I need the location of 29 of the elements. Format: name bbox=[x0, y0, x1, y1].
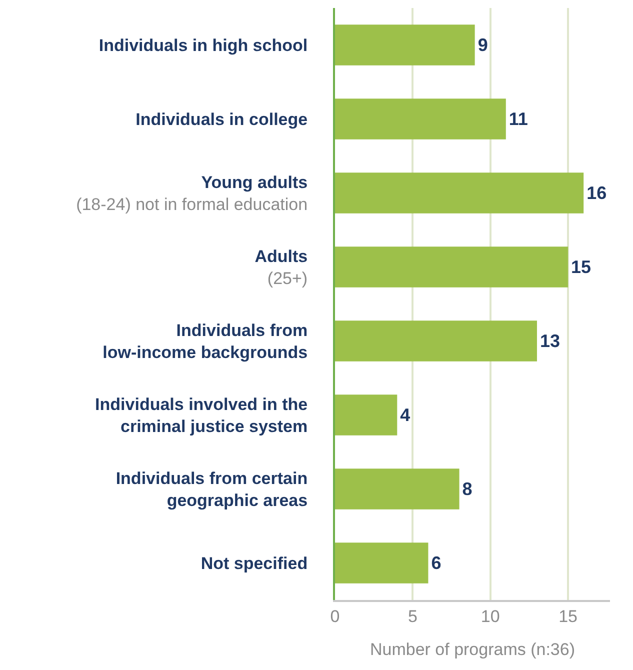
y-tick-label: Young adults (18-24) not in formal education bbox=[76, 172, 308, 214]
data-label: 16 bbox=[586, 183, 607, 203]
data-label: 11 bbox=[508, 109, 528, 129]
data-label: 13 bbox=[540, 331, 560, 351]
bar bbox=[335, 542, 428, 584]
bar bbox=[335, 246, 568, 288]
bar bbox=[335, 172, 584, 214]
y-tick-label: Individuals from certain geographic areas bbox=[116, 468, 308, 510]
y-tick-label: Individuals in high school bbox=[98, 36, 308, 55]
y-tick-label: Individuals from low-income backgrounds bbox=[102, 320, 308, 362]
bar bbox=[335, 98, 506, 140]
bar bbox=[335, 320, 537, 362]
data-label: 9 bbox=[478, 35, 488, 55]
bar bbox=[335, 394, 398, 436]
y-tick-label: Not specified bbox=[200, 554, 308, 573]
data-label: 8 bbox=[462, 479, 472, 499]
data-label: 6 bbox=[431, 553, 442, 573]
x-axis-title: Number of programs (n:36) bbox=[370, 640, 576, 660]
x-tick-label: 10 bbox=[480, 607, 500, 626]
data-label: 15 bbox=[571, 257, 592, 277]
x-tick-label: 15 bbox=[558, 607, 578, 626]
bar bbox=[335, 468, 460, 510]
y-tick-label: Individuals involved in the criminal justice system bbox=[95, 394, 308, 436]
x-tick-label: 5 bbox=[408, 607, 418, 626]
x-tick-label: 0 bbox=[330, 607, 340, 626]
bar bbox=[335, 24, 475, 66]
y-tick-label: Individuals in college bbox=[136, 110, 308, 129]
y-tick-label: Adults (25+) bbox=[254, 246, 308, 288]
data-label: 4 bbox=[400, 405, 410, 425]
